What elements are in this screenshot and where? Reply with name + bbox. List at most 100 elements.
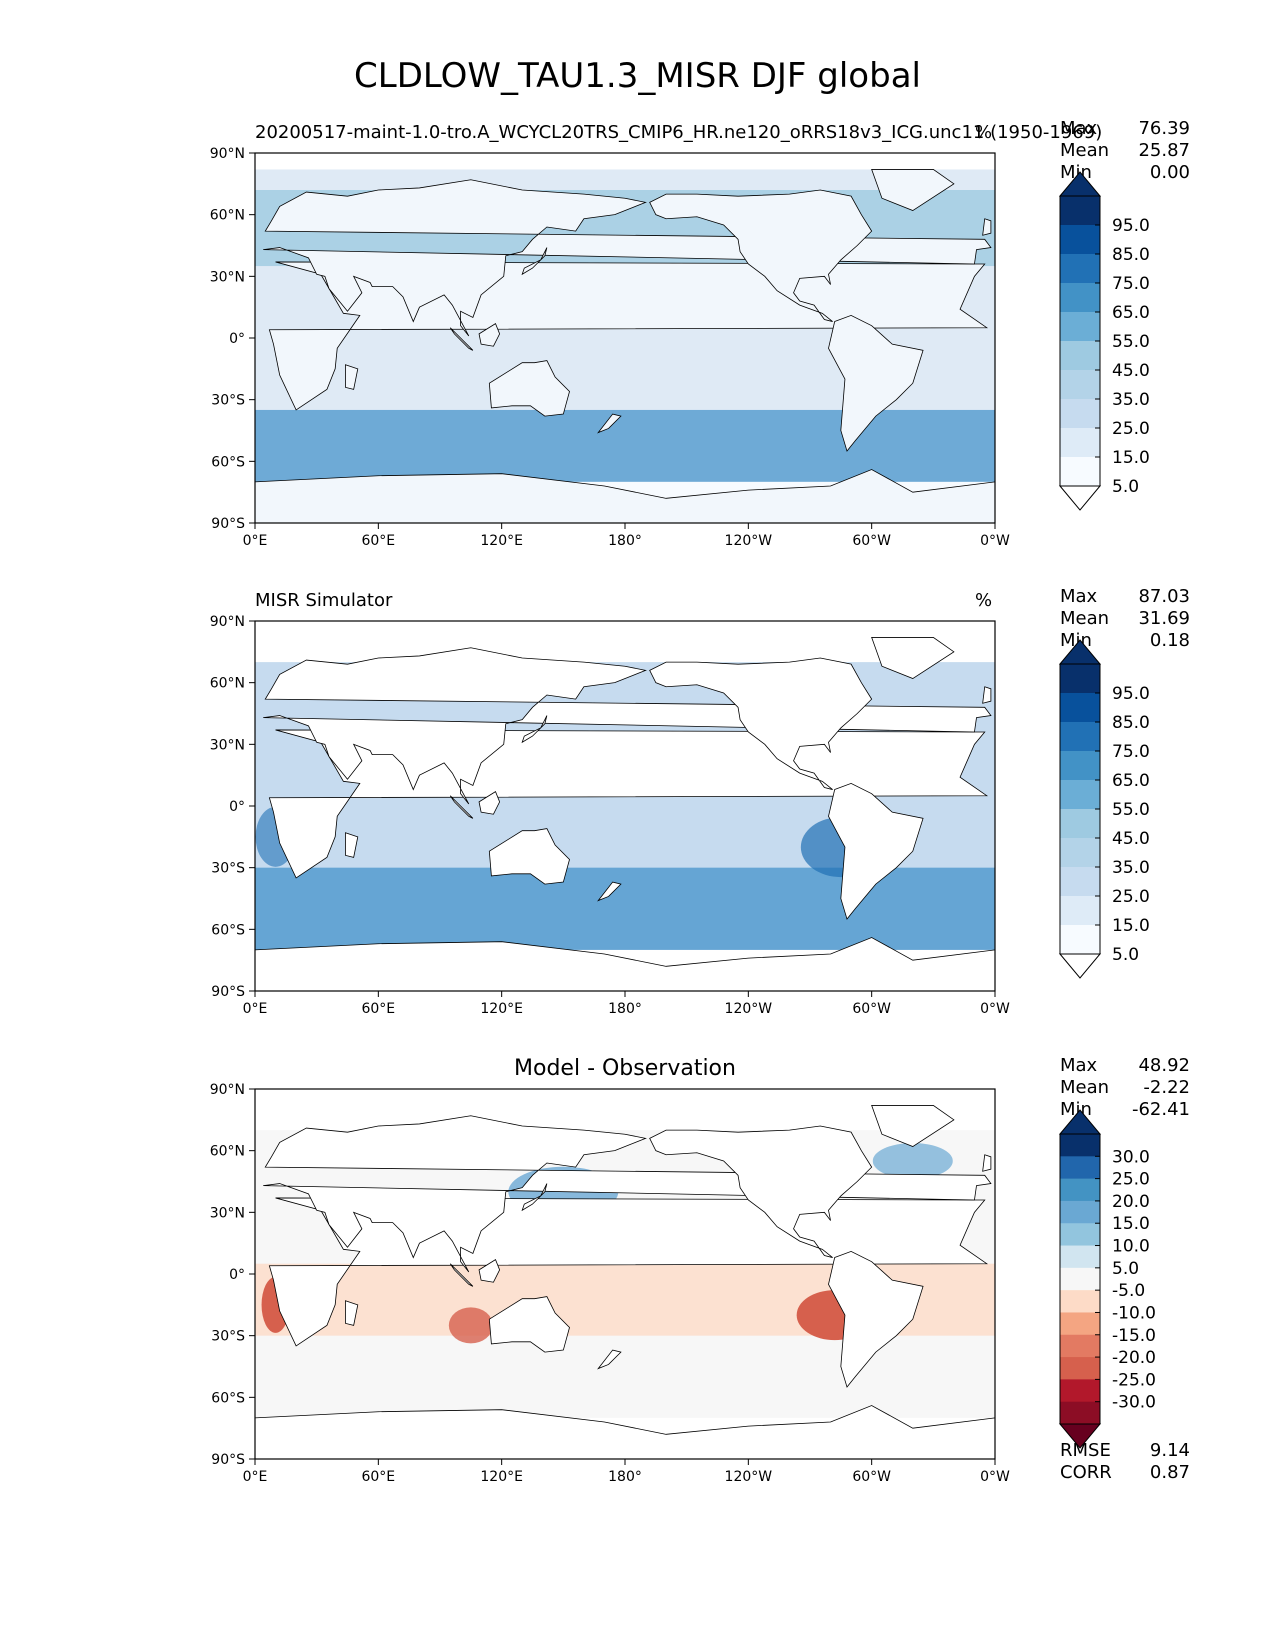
colorbar-tick-label: -25.0 <box>1112 1370 1156 1390</box>
diff-field <box>255 1130 995 1418</box>
lat-tick-label: 60°S <box>211 922 245 938</box>
lat-tick-label: 90°S <box>211 984 245 1000</box>
colorbar-segment <box>1060 1334 1100 1358</box>
colorbar-segment <box>1060 1267 1100 1291</box>
colorbar-2: 95.0 85.0 75.0 65.0 55.0 45.0 35.0 25.0 15.0 5.0 <box>1058 639 1150 979</box>
lat-tick-label: 30°N <box>210 1205 245 1221</box>
colorbar-segment <box>1060 925 1100 955</box>
antarctic-field <box>255 481 995 523</box>
continent-7 <box>478 323 501 347</box>
stat-label: Min <box>1060 1099 1092 1120</box>
continent-6 <box>255 937 995 991</box>
colorbar-tick-label: 25.0 <box>1112 419 1150 439</box>
lon-tick-label: 0°W <box>980 1469 1010 1485</box>
continent-12 <box>982 1154 992 1172</box>
stat-label: Min <box>1060 630 1092 651</box>
stat-value: 87.03 <box>1138 586 1190 607</box>
map-panel-3: 90°N 60°N 30°N 0° 30°S 60°S 90°S0°E 60°E 120°E 18… <box>210 1082 1010 1485</box>
colorbar-tick-label: -15.0 <box>1112 1326 1156 1346</box>
colorbar-tick-label: 55.0 <box>1112 800 1150 820</box>
continent-0 <box>268 261 989 411</box>
ocean-field <box>255 153 995 523</box>
sc-namibia-bias <box>261 1276 290 1333</box>
continent-9 <box>521 1183 548 1212</box>
lat-tick-label: 60°N <box>210 676 245 692</box>
lon-tick-label: 180° <box>608 1469 642 1485</box>
lat-tick-label: 30°S <box>211 393 245 409</box>
colorbar-tick-label: 45.0 <box>1112 829 1150 849</box>
continent-12 <box>982 686 992 704</box>
colorbar-segment <box>1060 428 1100 458</box>
southern-ocean-band <box>255 409 995 482</box>
na-positive <box>872 1142 953 1179</box>
continent-0 <box>268 729 989 879</box>
continent-6 <box>255 469 995 523</box>
continent-5 <box>871 169 955 212</box>
lon-tick-label: 0°E <box>243 1001 268 1017</box>
map-panel-2: 90°N 60°N 30°N 0° 30°S 60°S 90°S0°E 60°E 120°E 18… <box>210 614 1010 1017</box>
lon-tick-label: 60°E <box>361 1469 395 1485</box>
colorbar-tick-label: 20.0 <box>1112 1192 1150 1212</box>
map-panel-1: 90°N 60°N 30°N 0° 30°S 60°S 90°S0°E 60°E 120°E 18… <box>210 146 1010 549</box>
stat-value: 0.18 <box>1149 630 1190 651</box>
northern-band <box>255 190 995 267</box>
colorbar-tick-label: 15.0 <box>1112 1214 1150 1234</box>
colorbar-under-tip <box>1058 485 1102 511</box>
colorbar-segment <box>1060 780 1100 810</box>
colorbar-segment <box>1060 370 1100 400</box>
colorbar-tick-label: 65.0 <box>1112 771 1150 791</box>
map-field <box>255 1089 995 1459</box>
panel2-stats: Max 87.03 Mean 31.69 Min 0.18 <box>1060 586 1190 652</box>
colorbar-tick-label: -10.0 <box>1112 1303 1156 1323</box>
colorbar-tick-label: 85.0 <box>1112 245 1150 265</box>
lon-tick-label: 120°W <box>725 1001 773 1017</box>
continent-1 <box>263 647 992 805</box>
stat-label: Max <box>1060 118 1098 139</box>
colorbar-segment <box>1060 896 1100 926</box>
map-frame <box>254 1088 996 1460</box>
lat-tick-label: 30°N <box>210 269 245 285</box>
stat-value: 48.92 <box>1138 1055 1190 1076</box>
stat-value: 0.00 <box>1149 162 1190 183</box>
continent-8 <box>449 795 474 819</box>
continent-10 <box>345 1300 359 1326</box>
continent-10 <box>345 832 359 858</box>
colorbar-frame <box>1059 195 1101 487</box>
continent-6 <box>255 1405 995 1459</box>
panel3-stats: Max 48.92 Mean -2.22 Min -62.41 <box>1060 1055 1190 1121</box>
colorbar-tick-label: 5.0 <box>1112 945 1139 965</box>
sc-peru-bias <box>796 1290 873 1341</box>
colorbar-tick-label: -20.0 <box>1112 1348 1156 1368</box>
stat-label: Max <box>1060 1055 1098 1076</box>
colorbar-3: 30.0 25.020.015.0 10.05.0-5.0-10.0 -15.0-20… <box>1058 1109 1156 1449</box>
lon-tick-label: 120°E <box>480 1469 523 1485</box>
lat-tick-label: 90°S <box>211 516 245 532</box>
stat-value: 31.69 <box>1138 608 1190 629</box>
sc-australia-bias <box>448 1307 493 1344</box>
colorbar-tick-label: 45.0 <box>1112 361 1150 381</box>
colorbar-under-tip <box>1058 953 1102 979</box>
stat-label: Mean <box>1060 608 1110 629</box>
map-field <box>255 621 995 991</box>
lon-tick-label: 120°W <box>725 533 773 549</box>
colorbar-segment <box>1060 751 1100 781</box>
colorbar-segment <box>1060 457 1100 487</box>
stat-value: -2.22 <box>1143 1077 1190 1098</box>
lon-tick-label: 120°W <box>725 1469 773 1485</box>
stat-value: 0.87 <box>1149 1462 1190 1483</box>
colorbar-tick-label: 35.0 <box>1112 390 1150 410</box>
colorbar-tick-label: 95.0 <box>1112 684 1150 704</box>
stat-label: Min <box>1060 162 1092 183</box>
colorbar-tick-label: -5.0 <box>1112 1281 1145 1301</box>
colorbar-segment <box>1060 693 1100 723</box>
colorbar-tick-label: 15.0 <box>1112 448 1150 468</box>
stat-label: Mean <box>1060 1077 1110 1098</box>
colorbar-segment <box>1060 838 1100 868</box>
stat-label: RMSE <box>1060 1440 1111 1461</box>
colorbar-segment <box>1060 1312 1100 1336</box>
continent-8 <box>449 1263 474 1287</box>
colorbar-segment <box>1060 1290 1100 1313</box>
colorbar-tick-label: 85.0 <box>1112 713 1150 733</box>
panel1-stats: Max 76.39 Mean 25.87 Min 0.00 <box>1060 118 1190 184</box>
stat-value: 25.87 <box>1138 140 1190 161</box>
